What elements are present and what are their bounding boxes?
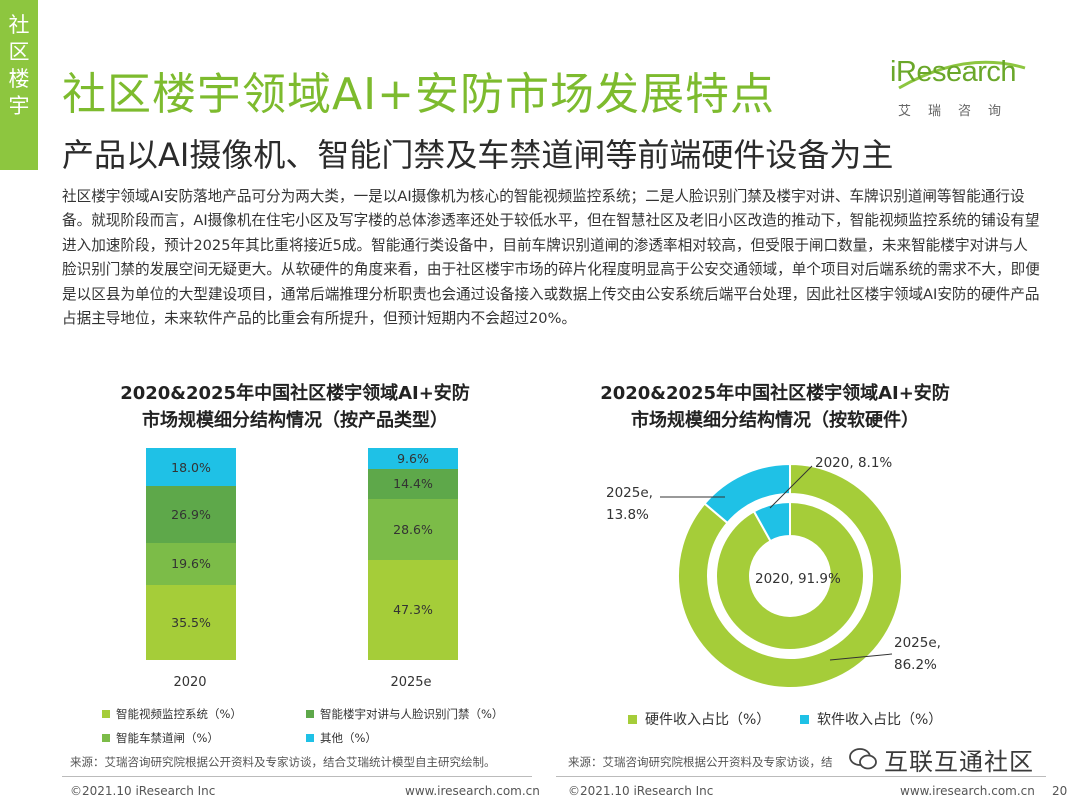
bar-data-label: 26.9% <box>171 507 211 523</box>
bar-data-label: 35.5% <box>171 614 211 630</box>
logo-swoosh-icon <box>898 60 1026 90</box>
bar-data-label: 47.3% <box>393 602 433 618</box>
section-tag: 社 区 楼 宇 <box>0 0 38 170</box>
bar-data-label: 9.6% <box>397 450 429 466</box>
divider <box>556 776 1046 777</box>
divider <box>62 776 532 777</box>
donut-slice-2020-software <box>752 500 791 543</box>
bar-segment: 18.0% <box>146 448 236 487</box>
logo-text: iResearch <box>890 56 1017 88</box>
footer-url[interactable]: www.iresearch.com.cn <box>405 784 540 798</box>
donut-label-outer-software: 2025e, 13.8% <box>606 482 653 526</box>
bar-segment: 9.6% <box>368 448 458 469</box>
legend-swatch <box>102 734 110 742</box>
bar-data-label: 28.6% <box>393 521 433 537</box>
x-tick-label: 2025e <box>390 675 432 690</box>
legend-swatch <box>306 710 314 718</box>
section-tag-char: 宇 <box>8 94 30 118</box>
legend-item: 软件收入占比（%） <box>800 709 942 729</box>
donut-slice-2025e-software <box>703 462 791 525</box>
page-number: 20 <box>1052 784 1068 798</box>
donut-label-inner-hardware: 2020, 91.9% <box>755 571 841 587</box>
page-subtitle: 产品以AI摄像机、智能门禁及车禁道闸等前端硬件设备为主 <box>62 136 894 174</box>
footer-copyright: ©2021.10 iResearch Inc <box>70 784 216 798</box>
legend-item: 智能楼宇对讲与人脸识别门禁（%） <box>306 706 503 722</box>
donut-chart-title-line: 市场规模细分结构情况（按软硬件） <box>631 410 919 431</box>
donut-label-line: 86.2% <box>894 657 937 673</box>
section-tag-char: 社 <box>8 13 30 37</box>
legend-swatch <box>306 734 314 742</box>
legend-item: 智能车禁道闸（%） <box>102 730 219 746</box>
chat-bubble-icon <box>849 748 877 770</box>
legend-swatch <box>628 714 637 724</box>
legend-label: 其他（%） <box>320 731 377 745</box>
donut-label-inner-software: 2020, 8.1% <box>815 455 893 471</box>
logo-subtext: 艾瑞咨询 <box>898 104 1019 119</box>
section-tag-char: 楼 <box>8 67 30 91</box>
donut-label-line: 2025e, <box>894 635 941 651</box>
legend-label: 智能车禁道闸（%） <box>116 731 219 745</box>
bar-data-label: 18.0% <box>171 459 211 475</box>
legend-item: 智能视频监控系统（%） <box>102 706 242 722</box>
legend-label: 智能楼宇对讲与人脸识别门禁（%） <box>320 707 504 721</box>
leader-line <box>769 465 813 509</box>
section-tag-char: 区 <box>8 40 30 64</box>
legend-swatch <box>102 710 110 718</box>
bar-segment: 26.9% <box>146 486 236 544</box>
page-title: 社区楼宇领域AI+安防市场发展特点 <box>62 69 775 120</box>
legend-item: 硬件收入占比（%） <box>628 709 770 729</box>
donut-chart-title-line: 2020&2025年中国社区楼宇领域AI+安防 <box>600 383 950 404</box>
bar-data-label: 14.4% <box>393 476 433 492</box>
bar-segment: 28.6% <box>368 499 458 560</box>
donut-label-line: 2025e, <box>606 485 653 501</box>
bar-segment: 19.6% <box>146 543 236 585</box>
body-paragraph: 社区楼宇领域AI安防落地产品可分为两大类，一是以AI摄像机为核心的智能视频监控系… <box>62 188 1040 328</box>
donut-label-outer-hardware: 2025e, 86.2% <box>894 632 941 676</box>
bar-chart-title: 2020&2025年中国社区楼宇领域AI+安防 市场规模细分结构情况（按产品类型… <box>80 380 510 434</box>
watermark: 互联互通社区 <box>848 742 1048 776</box>
bar-segment: 47.3% <box>368 559 458 660</box>
donut-label-line: 13.8% <box>606 507 649 523</box>
iresearch-logo: iResearch 艾瑞咨询 <box>890 56 1030 122</box>
bar-chart-title-line: 市场规模细分结构情况（按产品类型） <box>142 410 448 431</box>
leader-line <box>829 653 893 661</box>
footer-copyright: ©2021.10 iResearch Inc <box>568 784 714 798</box>
watermark-text: 互联互通社区 <box>884 747 1034 776</box>
footer-url[interactable]: www.iresearch.com.cn <box>900 784 1035 798</box>
legend-label: 软件收入占比（%） <box>817 712 943 728</box>
x-tick-label: 2020 <box>173 675 207 690</box>
bar-segment: 14.4% <box>368 468 458 500</box>
source-note: 来源：艾瑞咨询研究院根据公开资料及专家访谈，结 <box>568 755 833 769</box>
source-note: 来源：艾瑞咨询研究院根据公开资料及专家访谈，结合艾瑞统计模型自主研究绘制。 <box>70 755 496 769</box>
legend-item: 其他（%） <box>306 730 377 746</box>
legend-swatch <box>800 714 809 724</box>
donut-chart-title: 2020&2025年中国社区楼宇领域AI+安防 市场规模细分结构情况（按软硬件） <box>560 380 990 434</box>
legend-label: 智能视频监控系统（%） <box>116 707 242 721</box>
legend-label: 硬件收入占比（%） <box>645 712 771 728</box>
bar-data-label: 19.6% <box>171 556 211 572</box>
bar-segment: 35.5% <box>146 584 236 660</box>
bar-chart-title-line: 2020&2025年中国社区楼宇领域AI+安防 <box>120 383 470 404</box>
